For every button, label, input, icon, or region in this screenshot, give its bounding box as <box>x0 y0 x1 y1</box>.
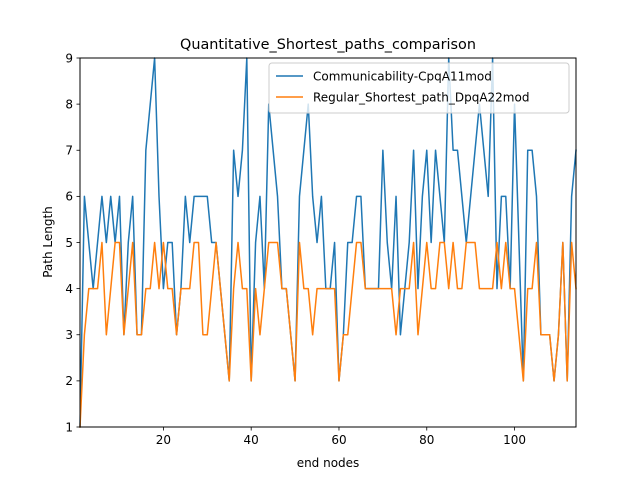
y-tick-label: 7 <box>65 144 73 158</box>
y-tick-label: 8 <box>65 97 73 111</box>
y-tick-label: 3 <box>65 328 73 342</box>
legend-label-1: Communicability-CpqA11mod <box>313 70 492 84</box>
x-tick-label: 60 <box>331 433 346 447</box>
y-tick-label: 1 <box>65 420 73 434</box>
chart-title: Quantitative_Shortest_paths_comparison <box>180 37 476 53</box>
x-tick-label: 40 <box>244 433 259 447</box>
x-tick-label: 20 <box>156 433 171 447</box>
legend: Communicability-CpqA11mod Regular_Shortes… <box>268 62 570 114</box>
y-axis-ticks: 1 2 3 4 5 6 7 8 9 <box>65 51 80 434</box>
x-tick-label: 100 <box>503 433 526 447</box>
y-tick-label: 5 <box>65 236 73 250</box>
legend-box <box>268 62 570 114</box>
y-axis-label: Path Length <box>41 206 55 278</box>
y-tick-label: 4 <box>65 282 73 296</box>
x-axis-ticks: 20 40 60 80 100 <box>156 427 526 447</box>
y-tick-label: 9 <box>65 51 73 65</box>
x-axis-label: end nodes <box>297 456 360 470</box>
y-tick-label: 6 <box>65 190 73 204</box>
series-line-2 <box>79 241 577 428</box>
x-tick-label: 80 <box>419 433 434 447</box>
y-tick-label: 2 <box>65 374 73 388</box>
legend-label-2: Regular_Shortest_path_DpqA22mod <box>313 91 529 105</box>
